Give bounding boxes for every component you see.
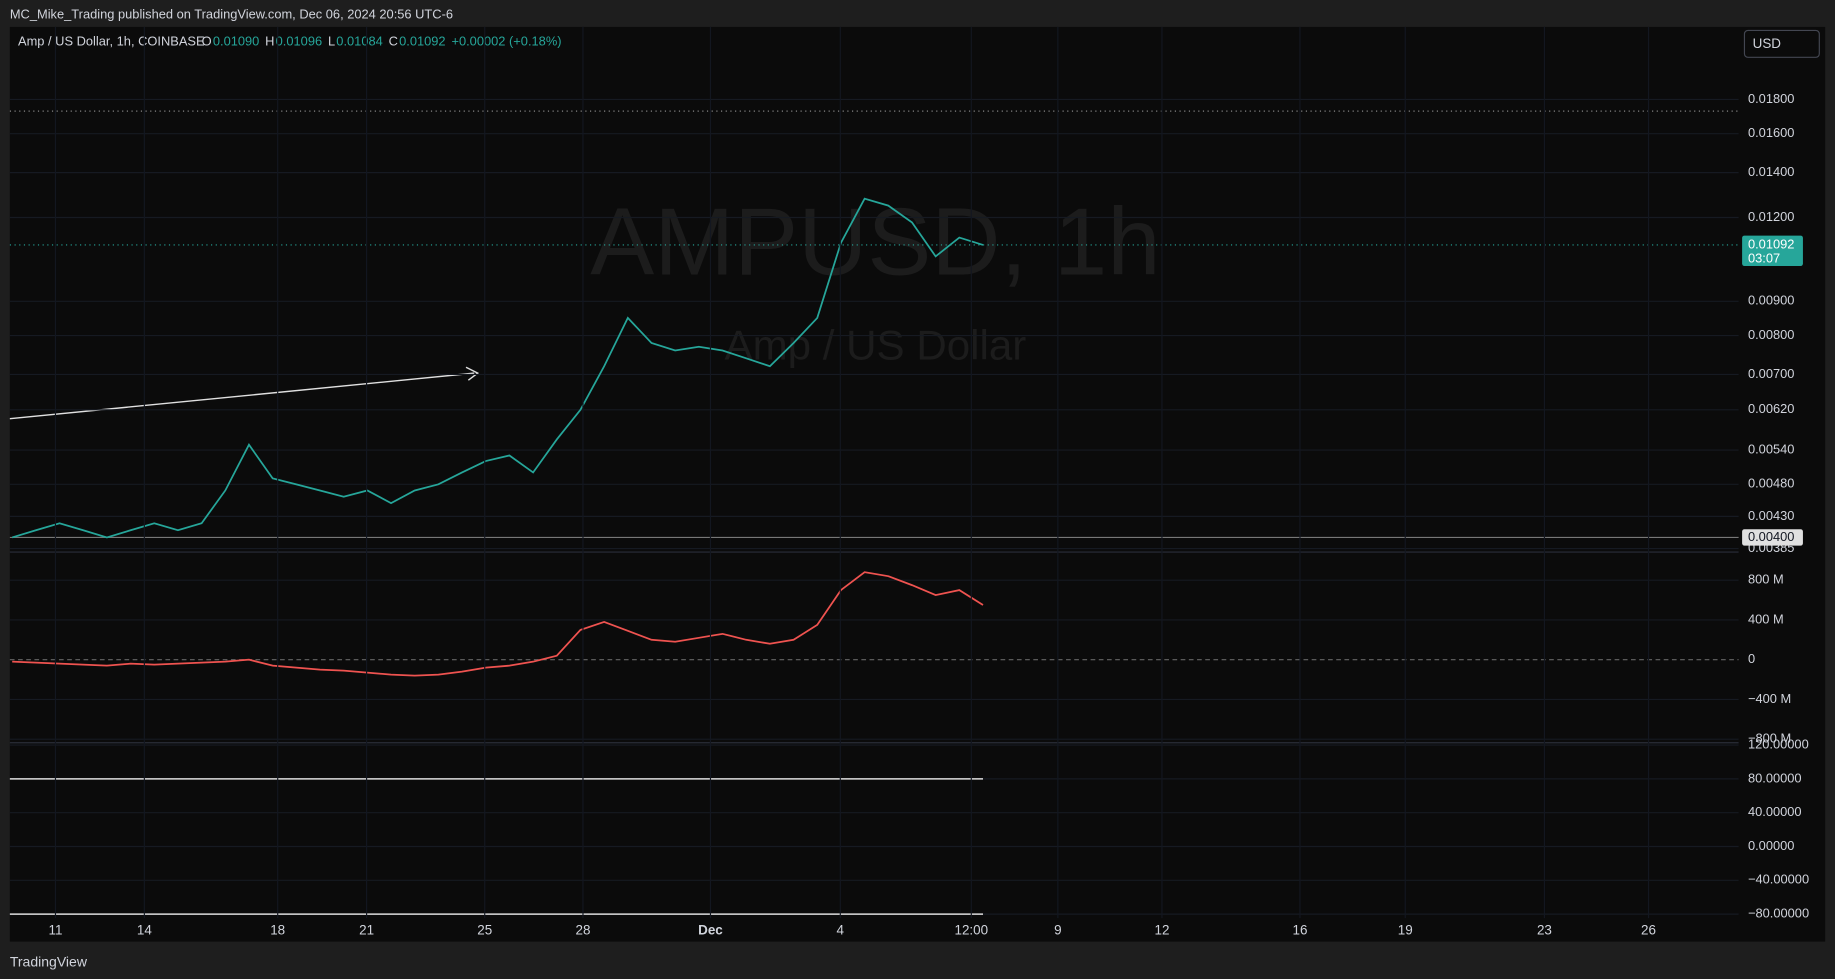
time-tick-label: 25 (477, 923, 492, 938)
currency-label: USD (1753, 36, 1782, 51)
time-tick-label: 28 (576, 923, 591, 938)
ohlc-value: 0.01090 (213, 33, 259, 48)
time-tick-label: 4 (837, 923, 845, 938)
volume-tick-label: 0 (1748, 651, 1755, 666)
volume-tick-label: 800 M (1748, 572, 1784, 587)
volume-tick-label: −400 M (1748, 691, 1791, 706)
time-tick-label: 18 (270, 923, 285, 938)
price-tick-label: 0.00620 (1748, 401, 1794, 416)
publish-header: MC_Mike_Trading published on TradingView… (10, 7, 453, 22)
price-tick-label: 0.01800 (1748, 91, 1794, 106)
oscillator-tick-label: 120.00000 (1748, 736, 1809, 751)
last-price-tag (1742, 235, 1803, 267)
price-tick-label: 0.00900 (1748, 293, 1794, 308)
price-tick-label: 0.01600 (1748, 125, 1794, 140)
ohlc-value: 0.01096 (276, 33, 322, 48)
time-tick-label: 14 (137, 923, 152, 938)
last-price-label: 0.01092 (1748, 236, 1794, 251)
price-line (11, 197, 984, 539)
price-tick-label: 0.00540 (1748, 441, 1794, 456)
oscillator-tick-label: −80.00000 (1748, 906, 1809, 921)
volume-line (12, 571, 984, 677)
time-tick-label: 11 (48, 923, 62, 938)
oscillator-tick-label: 80.00000 (1748, 770, 1802, 785)
footer-logo: TradingView (10, 953, 88, 969)
price-tick-label: 0.00800 (1748, 327, 1794, 342)
ohlc-label: O (202, 33, 212, 48)
price-tick-label: 0.01400 (1748, 164, 1794, 179)
time-tick-label: 19 (1398, 923, 1413, 938)
watermark-name: Amp / US Dollar (725, 322, 1027, 369)
time-tick-label: 12:00 (954, 923, 988, 938)
legend-symbol: Amp / US Dollar, 1h, COINBASE (18, 33, 205, 48)
time-tick-label: 12 (1154, 923, 1169, 938)
price-tick-label: 0.00480 (1748, 476, 1794, 491)
ohlc-value: 0.01092 (399, 33, 445, 48)
ohlc-label: L (328, 33, 335, 48)
time-tick-label: 23 (1537, 923, 1552, 938)
oscillator-tick-label: 40.00000 (1748, 804, 1802, 819)
legend-ohlc: O 0.01090 H 0.01096 L 0.01084 C 0.01092 +0.00002… (202, 33, 562, 48)
level-tag-label: 0.00400 (1748, 529, 1794, 544)
ohlc-label: C (389, 33, 398, 48)
time-tick-label: 21 (359, 923, 374, 938)
level-tag (1742, 529, 1803, 546)
oscillator-tick-label: −40.00000 (1748, 872, 1809, 887)
volume-tick-label: 400 M (1748, 611, 1784, 626)
time-tick-label: Dec (698, 923, 723, 938)
currency-button[interactable] (1743, 29, 1820, 58)
countdown: 03:07 (1748, 250, 1780, 265)
time-tick-label: 9 (1054, 923, 1061, 938)
watermark-symbol: AMPUSD, 1h (590, 188, 1160, 295)
oscillator-tick-label: 0.00000 (1748, 838, 1794, 853)
price-tick-label: 0.01200 (1748, 209, 1794, 224)
change: +0.00002 (+0.18%) (451, 33, 561, 48)
price-tick-label: 0.00430 (1748, 508, 1794, 523)
time-tick-label: 16 (1293, 923, 1308, 938)
arrow-head (465, 366, 480, 381)
ohlc-value: 0.01084 (336, 33, 382, 48)
volume-tick-label: −800 M (1748, 731, 1791, 746)
time-tick-label: 26 (1641, 923, 1656, 938)
ohlc-label: H (265, 33, 274, 48)
trend-arrow (9, 372, 475, 420)
price-tick-label: 0.00700 (1748, 366, 1794, 381)
